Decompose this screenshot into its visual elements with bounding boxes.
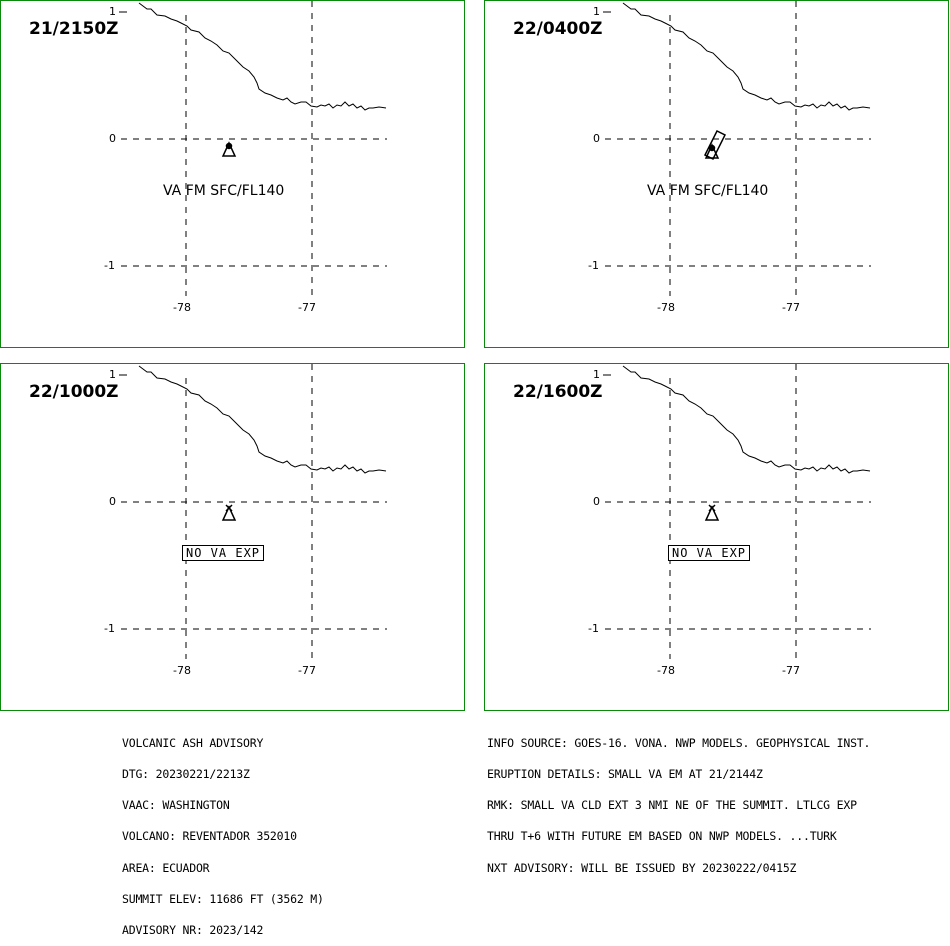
lat-tick-0: 0 (593, 495, 600, 508)
lat-tick-minus1: -1 (588, 622, 599, 635)
lat-tick-0: 0 (109, 495, 116, 508)
grid-lines (121, 1, 387, 296)
lat-tick-1: 1 (593, 368, 600, 381)
grid-lines (605, 1, 871, 296)
advisory-area: AREA: ECUADOR (122, 860, 210, 875)
coastline (622, 365, 871, 474)
advisory-next: NXT ADVISORY: WILL BE ISSUED BY 20230222… (487, 860, 797, 875)
lon-tick-minus77: -77 (782, 664, 800, 677)
advisory-dtg: DTG: 20230221/2213Z (122, 767, 250, 782)
map-panel-2: 22/0400Z 1 0 -1 -78 -77 VA FM SFC/FL140 (484, 0, 949, 348)
lon-tick-minus77: -77 (782, 301, 800, 314)
advisory-title: VOLCANIC ASH ADVISORY (122, 735, 264, 750)
lat-tick-1: 1 (109, 368, 116, 381)
advisory-eruption-details: ERUPTION DETAILS: SMALL VA EM AT 21/2144… (487, 767, 763, 782)
lon-tick-minus78: -78 (657, 664, 675, 677)
lon-tick-minus78: -78 (173, 664, 191, 677)
map-panel-3: 22/1000Z 1 0 -1 -78 -77 NO VA EXP (0, 363, 465, 711)
volcano-triangle-icon (221, 141, 237, 157)
lon-tick-minus78: -78 (173, 301, 191, 314)
map-canvas-2 (603, 1, 871, 296)
volcano-triangle-icon (221, 504, 237, 521)
lon-tick-minus77: -77 (298, 664, 316, 677)
lat-tick-0: 0 (109, 132, 116, 145)
lat-tick-minus1: -1 (588, 259, 599, 272)
map-canvas-3 (119, 364, 387, 659)
grid-lines (121, 364, 387, 659)
map-panel-1: 21/2150Z 1 0 -1 -78 -77 VA FM SFC/FL140 (0, 0, 465, 348)
valid-time: 22/1600Z (513, 382, 603, 402)
advisory-header-block: VOLCANIC ASH ADVISORY DTG: 20230221/2213… (122, 717, 324, 946)
lat-tick-1: 1 (593, 5, 600, 18)
valid-time: 21/2150Z (29, 19, 119, 39)
coastline (138, 365, 387, 474)
advisory-remarks: RMK: SMALL VA CLD EXT 3 NMI NE OF THE SU… (487, 798, 857, 813)
lon-tick-minus78: -78 (657, 301, 675, 314)
advisory-number: ADVISORY NR: 2023/142 (122, 923, 264, 938)
lat-tick-minus1: -1 (104, 259, 115, 272)
advisory-remarks-block: INFO SOURCE: GOES-16. VONA. NWP MODELS. … (487, 717, 870, 883)
lon-tick-minus77: -77 (298, 301, 316, 314)
map-canvas-4 (603, 364, 871, 659)
advisory-vaac: VAAC: WASHINGTON (122, 798, 230, 813)
advisory-volcano: VOLCANO: REVENTADOR 352010 (122, 829, 297, 844)
coastline (622, 2, 871, 111)
map-panel-4: 22/1600Z 1 0 -1 -78 -77 NO VA EXP (484, 363, 949, 711)
coastline (138, 2, 387, 111)
valid-time: 22/1000Z (29, 382, 119, 402)
map-canvas-1 (119, 1, 387, 296)
lat-tick-minus1: -1 (104, 622, 115, 635)
lat-tick-1: 1 (109, 5, 116, 18)
grid-lines (605, 364, 871, 659)
ash-label: VA FM SFC/FL140 (163, 183, 285, 199)
volcano-triangle-icon (704, 504, 720, 521)
volcano-triangle-icon (704, 143, 720, 159)
advisory-info-source: INFO SOURCE: GOES-16. VONA. NWP MODELS. … (487, 735, 871, 750)
valid-time: 22/0400Z (513, 19, 603, 39)
ash-label: VA FM SFC/FL140 (647, 183, 769, 199)
advisory-remarks-cont: THRU T+6 WITH FUTURE EM BASED ON NWP MOD… (487, 829, 837, 844)
no-va-exp-box: NO VA EXP (668, 545, 751, 561)
lat-tick-0: 0 (593, 132, 600, 145)
no-va-exp-box: NO VA EXP (182, 545, 265, 561)
advisory-summit-elev: SUMMIT ELEV: 11686 FT (3562 M) (122, 891, 324, 906)
